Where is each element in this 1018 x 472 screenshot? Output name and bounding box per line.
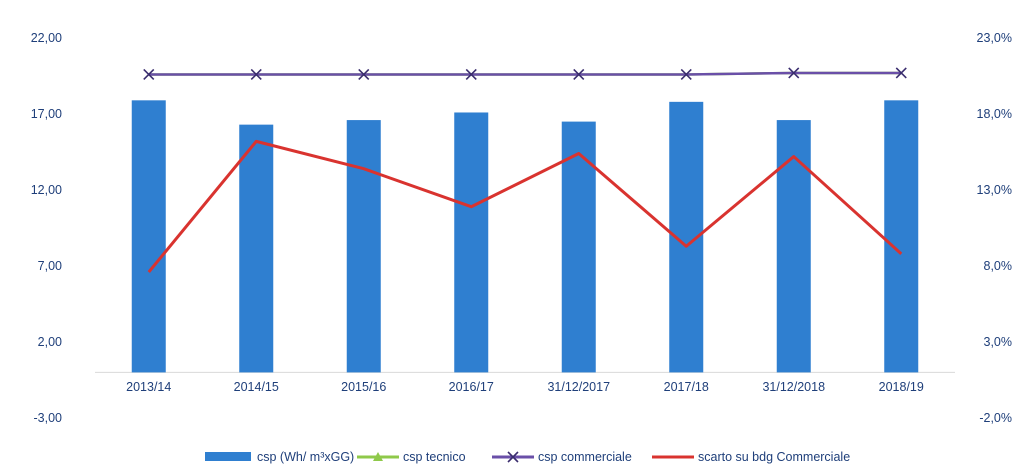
x-marker bbox=[788, 67, 800, 79]
x-tick-label: 2016/17 bbox=[449, 380, 494, 394]
x-marker bbox=[250, 68, 262, 81]
x-tick-label: 2017/18 bbox=[664, 380, 709, 394]
right-tick-label: 23,0% bbox=[977, 31, 1012, 45]
bar bbox=[131, 100, 166, 373]
left-tick-label: 22,00 bbox=[31, 31, 62, 45]
left-tick-label: 17,00 bbox=[31, 107, 62, 121]
x-tick-label: 2014/15 bbox=[234, 380, 279, 394]
right-tick-label: 13,0% bbox=[977, 183, 1012, 197]
x-tick-label: 2015/16 bbox=[341, 380, 386, 394]
right-tick-label: 8,0% bbox=[984, 259, 1013, 273]
x-tick-label: 31/12/2018 bbox=[762, 380, 825, 394]
x-marker bbox=[358, 68, 370, 81]
legend-item: csp (Wh/ m³xGG) bbox=[205, 450, 354, 464]
x-marker bbox=[465, 68, 477, 81]
bar-series bbox=[95, 100, 955, 373]
bar bbox=[346, 120, 381, 373]
legend: csp (Wh/ m³xGG) csp tecnico csp commercial… bbox=[205, 450, 850, 464]
right-axis: 23,0% 18,0% 13,0% 8,0% 3,0% -2,0% bbox=[977, 31, 1012, 425]
legend-item: scarto su bdg Commerciale bbox=[652, 450, 850, 464]
bar bbox=[884, 100, 919, 373]
left-tick-label: -3,00 bbox=[34, 411, 63, 425]
x-tick-label: 2018/19 bbox=[879, 380, 924, 394]
left-tick-label: 2,00 bbox=[38, 335, 62, 349]
bar bbox=[239, 124, 274, 373]
bar bbox=[454, 112, 489, 373]
triangle-icon bbox=[373, 452, 383, 461]
legend-label: scarto su bdg Commerciale bbox=[698, 450, 850, 464]
x-marker bbox=[143, 68, 155, 81]
legend-label: csp (Wh/ m³xGG) bbox=[257, 450, 354, 464]
bar bbox=[776, 120, 811, 373]
series-line bbox=[148, 71, 902, 76]
x-axis: 2013/14 2014/15 2015/16 2016/17 31/12/2017 20… bbox=[126, 380, 924, 394]
x-marker bbox=[895, 67, 907, 79]
legend-item: csp tecnico bbox=[357, 450, 466, 464]
left-tick-label: 7,00 bbox=[38, 259, 62, 273]
right-tick-label: 3,0% bbox=[984, 335, 1013, 349]
line-series bbox=[143, 67, 907, 274]
right-tick-label: 18,0% bbox=[977, 107, 1012, 121]
x-marker bbox=[680, 68, 692, 81]
legend-label: csp tecnico bbox=[403, 450, 466, 464]
legend-label: csp commerciale bbox=[538, 450, 632, 464]
legend-swatch bbox=[205, 452, 251, 461]
x-tick-label: 2013/14 bbox=[126, 380, 171, 394]
series-line bbox=[147, 139, 903, 274]
x-marker bbox=[573, 68, 585, 81]
legend-item: csp commerciale bbox=[492, 450, 632, 464]
x-tick-label: 31/12/2017 bbox=[547, 380, 610, 394]
left-axis: 22,00 17,00 12,00 7,00 2,00 -3,00 bbox=[31, 31, 62, 425]
left-tick-label: 12,00 bbox=[31, 183, 62, 197]
right-tick-label: -2,0% bbox=[979, 411, 1012, 425]
